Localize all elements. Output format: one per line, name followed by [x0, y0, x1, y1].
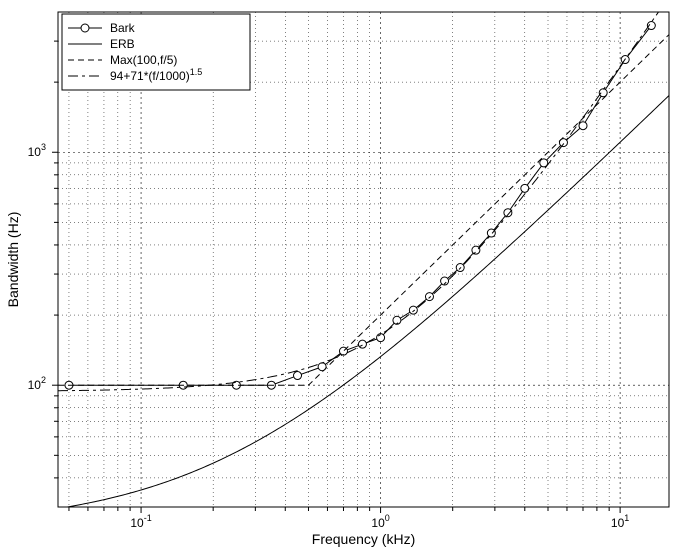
marker-circle [409, 306, 417, 314]
marker-circle [487, 229, 495, 237]
legend-label: ERB [110, 37, 135, 51]
marker-circle [425, 293, 433, 301]
bandwidth-frequency-chart: 10-1100101102103 BarkERBMax(100,f/5)94+7… [0, 0, 689, 552]
legend: Bark ERB Max(100,f/5)94+71*(f/1000)1.5 [62, 14, 250, 90]
legend-marker-icon [81, 24, 89, 32]
x-axis-label: Frequency (kHz) [312, 531, 415, 547]
legend-label: Max(100,f/5) [110, 53, 177, 67]
marker-circle [521, 184, 529, 192]
legend-label: Bark [110, 21, 136, 35]
marker-circle [579, 122, 587, 130]
marker-circle [294, 372, 302, 380]
marker-circle [358, 340, 366, 348]
legend-label: 94+71*(f/1000)1.5 [110, 67, 202, 83]
marker-circle [472, 246, 480, 254]
y-axis-label: Bandwidth (Hz) [5, 212, 21, 308]
